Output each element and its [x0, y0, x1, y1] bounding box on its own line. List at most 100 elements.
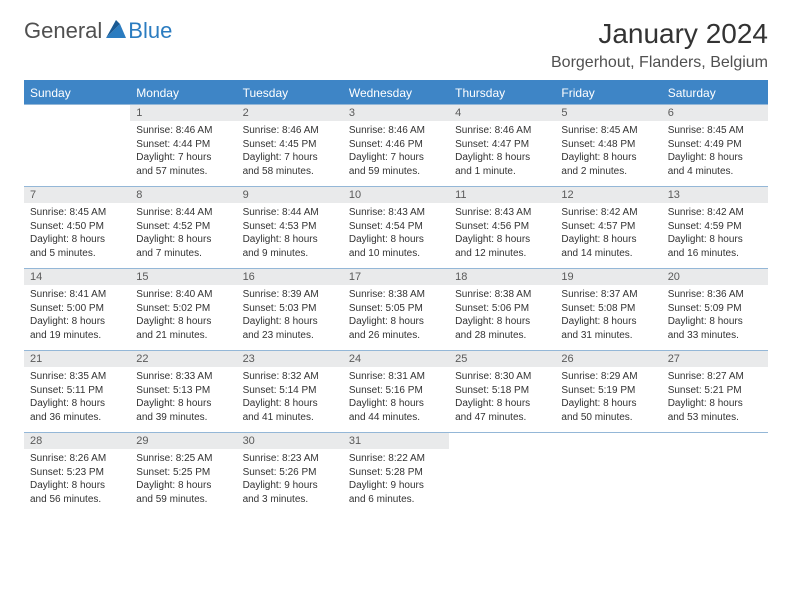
day-body — [555, 449, 661, 513]
day-number: 11 — [449, 187, 555, 203]
logo: General Blue — [24, 18, 172, 44]
sunset-text: Sunset: 5:23 PM — [30, 466, 124, 480]
sunrise-text: Sunrise: 8:46 AM — [136, 124, 230, 138]
day-number: 3 — [343, 105, 449, 121]
daylight-text: Daylight: 8 hours and 7 minutes. — [136, 233, 230, 260]
day-number: 14 — [24, 269, 130, 285]
day-header: Monday — [130, 81, 236, 105]
day-body: Sunrise: 8:43 AMSunset: 4:54 PMDaylight:… — [343, 203, 449, 268]
calendar-day-cell: 4Sunrise: 8:46 AMSunset: 4:47 PMDaylight… — [449, 105, 555, 187]
sunset-text: Sunset: 5:14 PM — [243, 384, 337, 398]
sunrise-text: Sunrise: 8:44 AM — [136, 206, 230, 220]
daylight-text: Daylight: 8 hours and 26 minutes. — [349, 315, 443, 342]
day-number: 29 — [130, 433, 236, 449]
calendar-body: 1Sunrise: 8:46 AMSunset: 4:44 PMDaylight… — [24, 105, 768, 515]
calendar-day-cell: 3Sunrise: 8:46 AMSunset: 4:46 PMDaylight… — [343, 105, 449, 187]
day-header: Sunday — [24, 81, 130, 105]
daylight-text: Daylight: 8 hours and 41 minutes. — [243, 397, 337, 424]
calendar-day-cell: 11Sunrise: 8:43 AMSunset: 4:56 PMDayligh… — [449, 187, 555, 269]
day-body — [449, 449, 555, 513]
calendar-day-cell: 13Sunrise: 8:42 AMSunset: 4:59 PMDayligh… — [662, 187, 768, 269]
calendar-day-cell: 28Sunrise: 8:26 AMSunset: 5:23 PMDayligh… — [24, 433, 130, 515]
sunrise-text: Sunrise: 8:43 AM — [349, 206, 443, 220]
calendar-day-cell: 22Sunrise: 8:33 AMSunset: 5:13 PMDayligh… — [130, 351, 236, 433]
sunset-text: Sunset: 4:53 PM — [243, 220, 337, 234]
day-body: Sunrise: 8:42 AMSunset: 4:59 PMDaylight:… — [662, 203, 768, 268]
calendar-day-cell: 17Sunrise: 8:38 AMSunset: 5:05 PMDayligh… — [343, 269, 449, 351]
calendar-week-row: 14Sunrise: 8:41 AMSunset: 5:00 PMDayligh… — [24, 269, 768, 351]
calendar-week-row: 1Sunrise: 8:46 AMSunset: 4:44 PMDaylight… — [24, 105, 768, 187]
calendar-week-row: 7Sunrise: 8:45 AMSunset: 4:50 PMDaylight… — [24, 187, 768, 269]
sunset-text: Sunset: 5:25 PM — [136, 466, 230, 480]
sunrise-text: Sunrise: 8:31 AM — [349, 370, 443, 384]
sunrise-text: Sunrise: 8:40 AM — [136, 288, 230, 302]
day-body: Sunrise: 8:25 AMSunset: 5:25 PMDaylight:… — [130, 449, 236, 514]
daylight-text: Daylight: 8 hours and 1 minute. — [455, 151, 549, 178]
day-number: 8 — [130, 187, 236, 203]
day-body: Sunrise: 8:38 AMSunset: 5:05 PMDaylight:… — [343, 285, 449, 350]
day-body: Sunrise: 8:35 AMSunset: 5:11 PMDaylight:… — [24, 367, 130, 432]
day-number: 2 — [237, 105, 343, 121]
calendar-day-cell: 8 Sunrise: 8:44 AMSunset: 4:52 PMDaylight… — [130, 187, 236, 269]
calendar-day-cell: 18 Sunrise: 8:38 AMSunset: 5:06 PMDayligh… — [449, 269, 555, 351]
daylight-text: Daylight: 8 hours and 14 minutes. — [561, 233, 655, 260]
day-body: Sunrise: 8:46 AMSunset: 4:47 PMDaylight:… — [449, 121, 555, 186]
sunset-text: Sunset: 5:28 PM — [349, 466, 443, 480]
day-body: Sunrise: 8:46 AMSunset: 4:44 PMDaylight:… — [130, 121, 236, 186]
calendar-day-cell: 29Sunrise: 8:25 AMSunset: 5:25 PMDayligh… — [130, 433, 236, 515]
sunrise-text: Sunrise: 8:46 AM — [243, 124, 337, 138]
calendar-week-row: 28Sunrise: 8:26 AMSunset: 5:23 PMDayligh… — [24, 433, 768, 515]
calendar-day-cell: 31Sunrise: 8:22 AMSunset: 5:28 PMDayligh… — [343, 433, 449, 515]
day-body: Sunrise: 8:44 AMSunset: 4:53 PMDaylight:… — [237, 203, 343, 268]
logo-text-blue: Blue — [128, 18, 172, 44]
day-number: 28 — [24, 433, 130, 449]
day-number — [449, 433, 555, 449]
day-body — [662, 449, 768, 513]
sunrise-text: Sunrise: 8:41 AM — [30, 288, 124, 302]
sunset-text: Sunset: 5:21 PM — [668, 384, 762, 398]
calendar-day-cell: 10Sunrise: 8:43 AMSunset: 4:54 PMDayligh… — [343, 187, 449, 269]
sunrise-text: Sunrise: 8:32 AM — [243, 370, 337, 384]
day-number: 22 — [130, 351, 236, 367]
sunrise-text: Sunrise: 8:39 AM — [243, 288, 337, 302]
day-header: Friday — [555, 81, 661, 105]
day-body: Sunrise: 8:45 AMSunset: 4:48 PMDaylight:… — [555, 121, 661, 186]
daylight-text: Daylight: 8 hours and 59 minutes. — [136, 479, 230, 506]
sunset-text: Sunset: 5:03 PM — [243, 302, 337, 316]
day-header: Saturday — [662, 81, 768, 105]
day-number: 31 — [343, 433, 449, 449]
day-body: Sunrise: 8:46 AMSunset: 4:45 PMDaylight:… — [237, 121, 343, 186]
daylight-text: Daylight: 8 hours and 2 minutes. — [561, 151, 655, 178]
day-number: 24 — [343, 351, 449, 367]
daylight-text: Daylight: 7 hours and 59 minutes. — [349, 151, 443, 178]
sunrise-text: Sunrise: 8:36 AM — [668, 288, 762, 302]
day-number: 7 — [24, 187, 130, 203]
logo-arrow-icon — [106, 20, 126, 43]
sunset-text: Sunset: 4:52 PM — [136, 220, 230, 234]
day-body: Sunrise: 8:40 AMSunset: 5:02 PMDaylight:… — [130, 285, 236, 350]
daylight-text: Daylight: 8 hours and 9 minutes. — [243, 233, 337, 260]
daylight-text: Daylight: 8 hours and 47 minutes. — [455, 397, 549, 424]
sunrise-text: Sunrise: 8:38 AM — [455, 288, 549, 302]
day-body: Sunrise: 8:39 AMSunset: 5:03 PMDaylight:… — [237, 285, 343, 350]
day-body: Sunrise: 8:32 AMSunset: 5:14 PMDaylight:… — [237, 367, 343, 432]
calendar-day-cell: 26Sunrise: 8:29 AMSunset: 5:19 PMDayligh… — [555, 351, 661, 433]
sunset-text: Sunset: 5:02 PM — [136, 302, 230, 316]
calendar-page: General Blue January 2024 Borgerhout, Fl… — [0, 0, 792, 532]
sunrise-text: Sunrise: 8:45 AM — [561, 124, 655, 138]
day-body: Sunrise: 8:37 AMSunset: 5:08 PMDaylight:… — [555, 285, 661, 350]
day-number: 18 — [449, 269, 555, 285]
day-body: Sunrise: 8:33 AMSunset: 5:13 PMDaylight:… — [130, 367, 236, 432]
sunset-text: Sunset: 4:46 PM — [349, 138, 443, 152]
day-body: Sunrise: 8:36 AMSunset: 5:09 PMDaylight:… — [662, 285, 768, 350]
sunset-text: Sunset: 5:11 PM — [30, 384, 124, 398]
calendar-day-cell: 20Sunrise: 8:36 AMSunset: 5:09 PMDayligh… — [662, 269, 768, 351]
sunset-text: Sunset: 5:06 PM — [455, 302, 549, 316]
daylight-text: Daylight: 8 hours and 28 minutes. — [455, 315, 549, 342]
daylight-text: Daylight: 8 hours and 12 minutes. — [455, 233, 549, 260]
daylight-text: Daylight: 8 hours and 39 minutes. — [136, 397, 230, 424]
calendar-day-cell: 9Sunrise: 8:44 AMSunset: 4:53 PMDaylight… — [237, 187, 343, 269]
day-number: 10 — [343, 187, 449, 203]
day-number: 25 — [449, 351, 555, 367]
day-number: 1 — [130, 105, 236, 121]
